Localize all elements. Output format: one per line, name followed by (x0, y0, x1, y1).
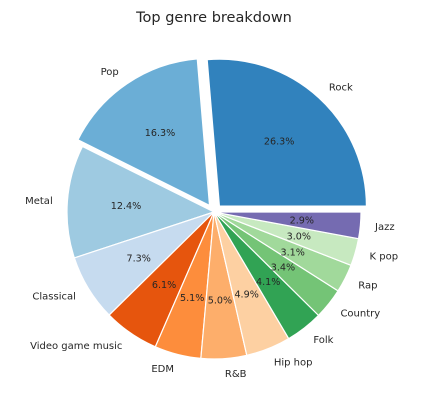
percent-label-edm: 5.1% (180, 293, 204, 304)
percent-label-video-game-music: 6.1% (152, 280, 176, 291)
category-label-k-pop: K pop (370, 252, 399, 263)
category-label-hip-hop: Hip hop (274, 358, 313, 369)
percent-label-hip-hop: 4.9% (234, 289, 258, 300)
pie-slices (66, 58, 368, 360)
percent-label-country: 3.4% (271, 262, 295, 273)
category-label-classical: Classical (32, 292, 76, 303)
percent-labels: 26.3% 16.3% 12.4% 7.3% 6.1% 5.1% 5.0%4.9%4.1% 3… (111, 128, 314, 307)
pie-slice-metal (66, 145, 215, 259)
percent-label-rock: 26.3% (264, 137, 294, 148)
percent-label-k-pop: 3.0% (287, 232, 311, 243)
percent-label-randb: 5.0% (208, 295, 232, 306)
pie-slice-pop (77, 58, 211, 206)
category-label-metal: Metal (25, 196, 53, 207)
category-label-video-game-music: Video game music (30, 341, 122, 352)
category-label-folk: Folk (313, 335, 333, 346)
chart-title: Top genre breakdown (135, 10, 292, 26)
percent-label-rap: 3.1% (281, 247, 305, 258)
pie-slice-rock (206, 58, 368, 207)
category-label-randb: R&B (225, 369, 247, 380)
percent-label-folk: 4.1% (256, 277, 280, 288)
category-label-rap: Rap (358, 281, 377, 292)
percent-label-jazz: 2.9% (290, 216, 314, 227)
category-label-edm: EDM (151, 364, 174, 375)
category-label-pop: Pop (101, 67, 119, 78)
percent-label-classical: 7.3% (126, 253, 150, 264)
category-labels: Rock Pop Metal Classical Video game music EDM… (25, 67, 398, 380)
category-label-rock: Rock (329, 83, 353, 94)
category-label-jazz: Jazz (374, 222, 395, 233)
percent-label-metal: 12.4% (111, 201, 141, 212)
pie-slice-jazz (213, 211, 362, 240)
percent-label-pop: 16.3% (145, 128, 175, 139)
category-label-country: Country (340, 308, 380, 319)
